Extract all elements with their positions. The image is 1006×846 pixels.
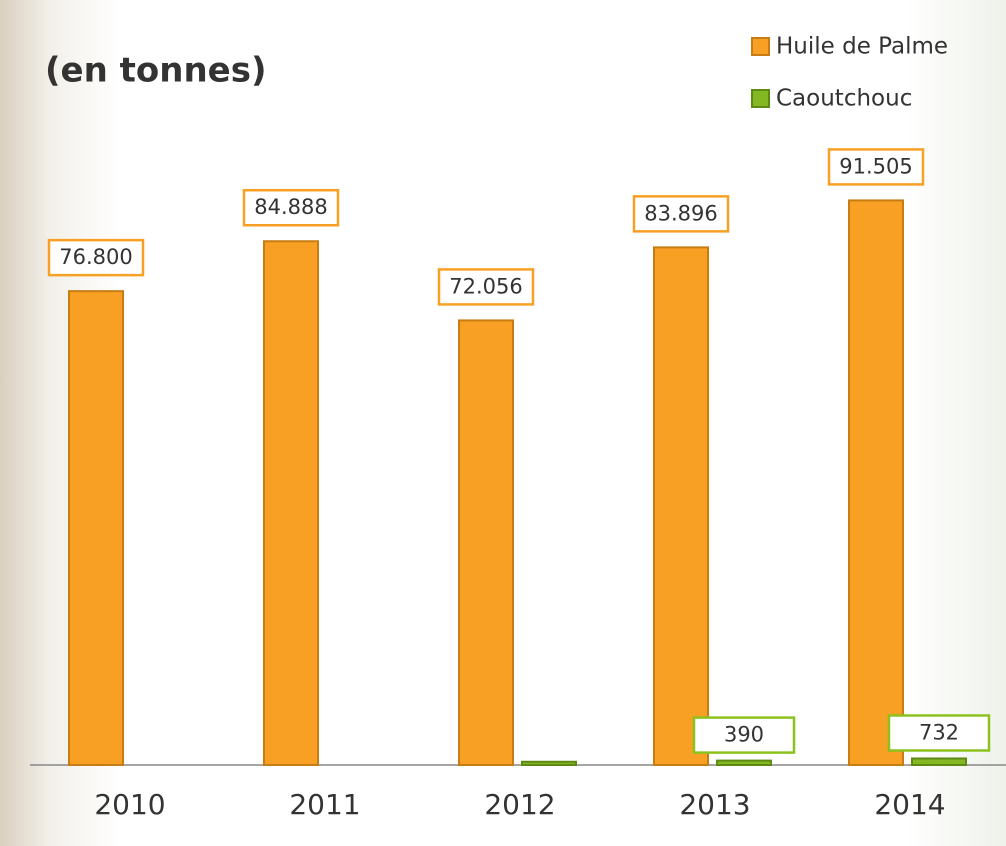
legend-label: Caoutchouc bbox=[776, 86, 912, 112]
value-label-box bbox=[887, 714, 991, 752]
value-label: 84.888 bbox=[254, 195, 327, 219]
bar bbox=[521, 760, 577, 766]
value-label-box bbox=[47, 238, 145, 277]
value-label-box bbox=[437, 268, 535, 306]
legend-swatch bbox=[751, 37, 770, 56]
value-label-box bbox=[242, 188, 340, 227]
x-tick-label: 2012 bbox=[484, 788, 555, 821]
x-tick-label: 2011 bbox=[289, 788, 360, 821]
value-label-box bbox=[827, 148, 925, 186]
bar bbox=[263, 240, 319, 767]
x-tick-label: 2013 bbox=[679, 788, 750, 821]
chart-title: (en tonnes) bbox=[45, 51, 267, 91]
value-label: 72.056 bbox=[449, 274, 522, 298]
bar bbox=[653, 246, 709, 766]
value-label: 76.800 bbox=[59, 245, 132, 269]
bar bbox=[911, 757, 967, 767]
bar bbox=[716, 759, 772, 766]
bar bbox=[68, 290, 124, 766]
value-label: 732 bbox=[919, 720, 959, 744]
legend-swatch bbox=[751, 89, 770, 108]
legend-label: Huile de Palme bbox=[776, 34, 948, 60]
x-tick-label: 2010 bbox=[94, 788, 165, 821]
x-tick-label: 2014 bbox=[874, 788, 945, 821]
bar bbox=[848, 199, 904, 767]
value-label: 91.505 bbox=[839, 154, 912, 178]
value-label-box bbox=[632, 195, 730, 233]
value-label: 390 bbox=[724, 723, 764, 747]
value-label-box bbox=[692, 716, 796, 754]
value-label: 83.896 bbox=[644, 201, 717, 225]
bar bbox=[458, 319, 514, 766]
